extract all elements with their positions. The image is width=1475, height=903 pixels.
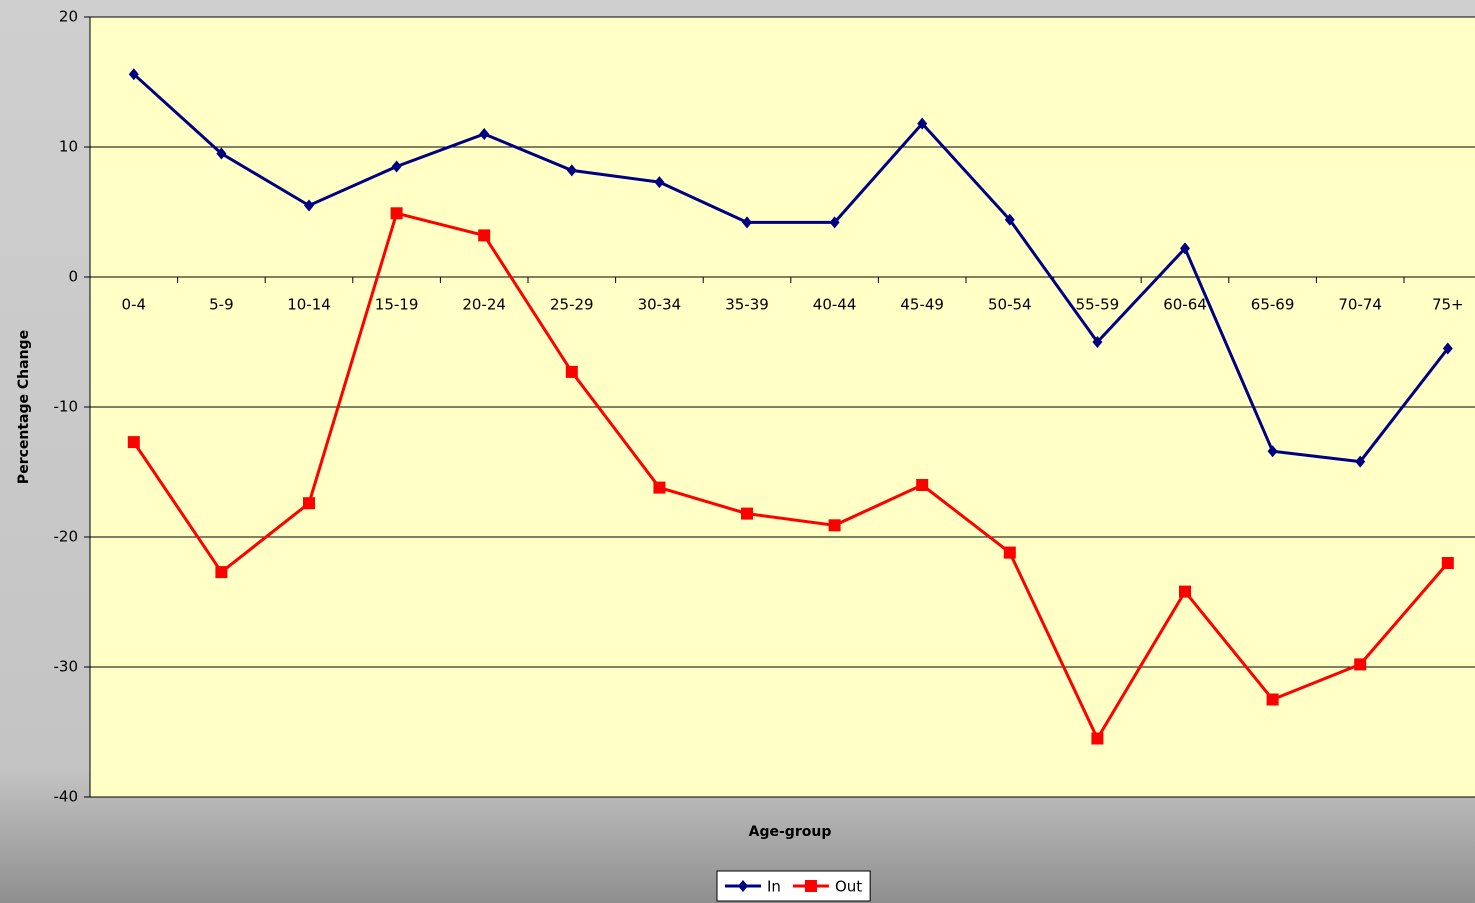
x-tick-label: 45-49 xyxy=(900,296,944,314)
marker xyxy=(1004,547,1016,559)
marker xyxy=(829,519,841,531)
legend-label: In xyxy=(767,878,781,896)
x-tick-label: 25-29 xyxy=(550,296,594,314)
y-tick-label: 10 xyxy=(59,138,78,156)
marker xyxy=(1267,694,1279,706)
x-tick-label: 70-74 xyxy=(1338,296,1382,314)
x-tick-label: 15-19 xyxy=(375,296,419,314)
chart: Age-group Percentage Change -40 -30 -20 -10… xyxy=(0,0,1475,903)
marker xyxy=(805,880,817,892)
y-tick-label: 20 xyxy=(59,8,78,26)
marker xyxy=(215,566,227,578)
x-tick-label: 50-54 xyxy=(988,296,1032,314)
marker xyxy=(303,497,315,509)
x-axis-label: Age-group xyxy=(749,824,832,840)
marker xyxy=(1091,733,1103,745)
x-tick-label: 40-44 xyxy=(813,296,857,314)
marker xyxy=(478,229,490,241)
x-tick-label: 60-64 xyxy=(1163,296,1207,314)
x-tick-label: 65-69 xyxy=(1251,296,1295,314)
marker xyxy=(566,366,578,378)
marker xyxy=(1179,586,1191,598)
legend-label: Out xyxy=(835,878,862,896)
marker xyxy=(741,508,753,520)
marker xyxy=(1354,658,1366,670)
x-tick-label: 55-59 xyxy=(1076,296,1120,314)
marker xyxy=(1442,557,1454,569)
marker xyxy=(391,207,403,219)
x-tick-label: 35-39 xyxy=(725,296,769,314)
x-tick-label: 5-9 xyxy=(209,296,234,314)
y-tick-label: -40 xyxy=(54,788,79,806)
y-tick-label: -30 xyxy=(54,658,79,676)
marker xyxy=(916,479,928,491)
marker xyxy=(128,436,140,448)
legend: In Out xyxy=(717,871,870,901)
y-tick-label: -20 xyxy=(54,528,79,546)
y-axis-label: Percentage Change xyxy=(16,330,32,484)
x-tick-label: 10-14 xyxy=(287,296,331,314)
x-tick-label: 30-34 xyxy=(638,296,682,314)
x-tick-label: 20-24 xyxy=(462,296,506,314)
x-tick-label: 0-4 xyxy=(122,296,147,314)
y-tick-label: 0 xyxy=(68,268,78,286)
marker xyxy=(653,482,665,494)
x-tick-label: 75+ xyxy=(1432,296,1464,314)
y-tick-label: -10 xyxy=(54,398,79,416)
